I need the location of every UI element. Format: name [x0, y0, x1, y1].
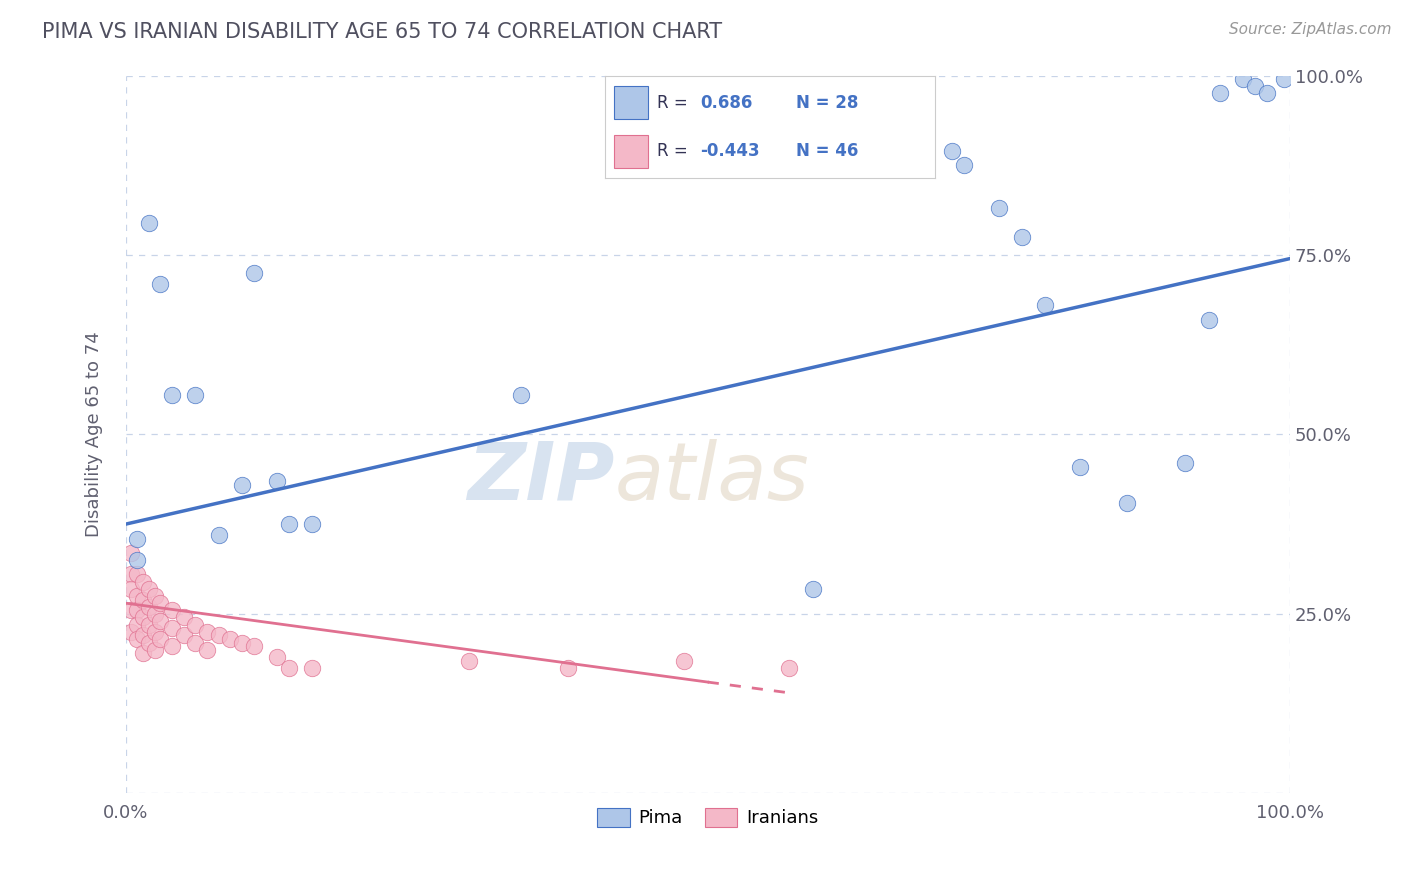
- Point: [1244, 79, 1267, 94]
- Point: [132, 628, 155, 642]
- Point: [127, 617, 149, 632]
- Point: [120, 582, 142, 596]
- Point: [132, 574, 155, 589]
- Point: [219, 632, 242, 646]
- Point: [143, 624, 166, 639]
- Point: [138, 635, 160, 649]
- Text: R =: R =: [658, 94, 693, 112]
- Point: [132, 592, 155, 607]
- Point: [127, 553, 149, 567]
- Text: PIMA VS IRANIAN DISABILITY AGE 65 TO 74 CORRELATION CHART: PIMA VS IRANIAN DISABILITY AGE 65 TO 74 …: [42, 22, 723, 42]
- Point: [195, 642, 218, 657]
- Point: [160, 603, 183, 617]
- Point: [1116, 495, 1139, 509]
- Point: [120, 567, 142, 582]
- Text: R =: R =: [658, 142, 693, 161]
- Point: [941, 144, 963, 158]
- Point: [184, 388, 207, 402]
- Point: [231, 477, 253, 491]
- Point: [149, 277, 172, 291]
- Point: [673, 654, 696, 668]
- Point: [778, 661, 800, 675]
- Y-axis label: Disability Age 65 to 74: Disability Age 65 to 74: [86, 332, 103, 537]
- Bar: [614, 87, 648, 119]
- Point: [301, 517, 323, 532]
- Point: [138, 216, 160, 230]
- Point: [149, 596, 172, 610]
- Point: [458, 654, 481, 668]
- Point: [208, 628, 231, 642]
- Point: [1198, 312, 1220, 326]
- Point: [510, 388, 533, 402]
- Text: -0.443: -0.443: [700, 142, 761, 161]
- Point: [173, 610, 195, 624]
- Text: atlas: atlas: [614, 439, 810, 516]
- Text: ZIP: ZIP: [467, 439, 614, 516]
- Point: [127, 603, 149, 617]
- Text: Source: ZipAtlas.com: Source: ZipAtlas.com: [1229, 22, 1392, 37]
- Point: [1174, 456, 1197, 470]
- Point: [138, 617, 160, 632]
- Point: [120, 546, 142, 560]
- Point: [160, 639, 183, 653]
- Point: [231, 635, 253, 649]
- Point: [1232, 72, 1254, 87]
- Point: [953, 158, 976, 172]
- Point: [138, 582, 160, 596]
- Point: [160, 621, 183, 635]
- Point: [143, 642, 166, 657]
- Point: [132, 610, 155, 624]
- Point: [184, 617, 207, 632]
- Point: [120, 624, 142, 639]
- Point: [127, 532, 149, 546]
- Point: [1209, 87, 1232, 101]
- Point: [1256, 87, 1278, 101]
- Point: [1069, 459, 1091, 474]
- Bar: [614, 136, 648, 168]
- Point: [132, 646, 155, 660]
- Point: [138, 599, 160, 614]
- Point: [987, 202, 1010, 216]
- Point: [127, 567, 149, 582]
- Text: N = 46: N = 46: [796, 142, 859, 161]
- Point: [160, 388, 183, 402]
- Point: [242, 266, 264, 280]
- Point: [242, 639, 264, 653]
- Legend: Pima, Iranians: Pima, Iranians: [591, 801, 825, 835]
- Point: [149, 632, 172, 646]
- Point: [266, 474, 288, 488]
- Point: [266, 650, 288, 665]
- Point: [277, 517, 299, 532]
- Point: [208, 528, 231, 542]
- Point: [1035, 298, 1057, 312]
- Point: [143, 589, 166, 603]
- Point: [120, 603, 142, 617]
- Point: [184, 635, 207, 649]
- Point: [557, 661, 579, 675]
- Point: [801, 582, 824, 596]
- Text: 0.686: 0.686: [700, 94, 752, 112]
- Point: [301, 661, 323, 675]
- Text: N = 28: N = 28: [796, 94, 859, 112]
- Point: [1011, 230, 1033, 244]
- Point: [1272, 72, 1295, 87]
- Point: [173, 628, 195, 642]
- Point: [127, 632, 149, 646]
- Point: [127, 589, 149, 603]
- Point: [277, 661, 299, 675]
- Point: [143, 607, 166, 621]
- Point: [149, 614, 172, 628]
- Point: [195, 624, 218, 639]
